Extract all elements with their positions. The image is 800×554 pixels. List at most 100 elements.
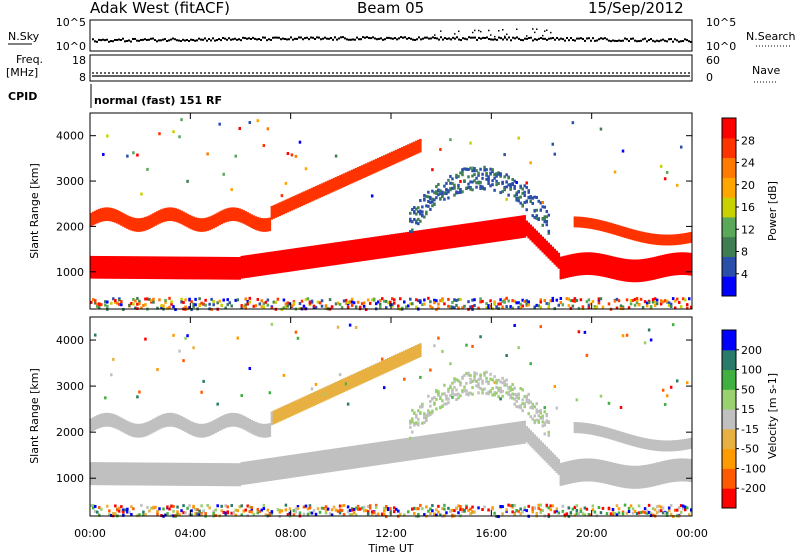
heatmap-cell (372, 236, 376, 260)
heatmap-cell (142, 510, 145, 514)
heatmap-cell (110, 256, 113, 279)
heatmap-cell (521, 215, 524, 239)
heatmap-cell (284, 455, 288, 479)
heatmap-cell (350, 513, 354, 517)
heatmap-cell (525, 220, 528, 237)
heatmap-cell (681, 507, 685, 511)
heatmap-cell (419, 435, 422, 459)
heatmap-cell (683, 438, 687, 450)
heatmap-cell (102, 413, 105, 428)
heatmap-cell (164, 256, 167, 280)
heatmap-cell (599, 253, 603, 277)
heatmap-cell (503, 187, 506, 191)
heatmap-cell (609, 462, 613, 486)
heatmap-cell (403, 300, 406, 304)
heatmap-cell (525, 426, 528, 443)
heatmap-cell (384, 154, 388, 168)
heatmap-cell (126, 507, 129, 511)
heatmap-cell (503, 217, 506, 241)
heatmap-cell (479, 427, 482, 451)
heatmap-cell (573, 513, 577, 517)
heatmap-cell (465, 504, 468, 508)
heatmap-cell (585, 300, 589, 304)
heatmap-cell (471, 222, 474, 246)
heatmap-cell (687, 232, 691, 244)
heatmap-cell (280, 250, 284, 273)
heatmap-cell (527, 504, 530, 508)
heatmap-cell (439, 227, 442, 250)
heatmap-cell (661, 440, 665, 452)
heatmap-cell (206, 152, 209, 156)
heatmap-cell (441, 399, 444, 403)
heatmap-cell (142, 303, 145, 307)
heatmap-cell (539, 409, 542, 413)
heatmap-cell (639, 437, 643, 449)
heatmap-cell (411, 430, 414, 434)
heatmap-cell (509, 217, 512, 240)
heatmap-cell (212, 303, 215, 307)
heatmap-cell (256, 217, 260, 231)
heatmap-cell (350, 445, 354, 469)
nsky-point (536, 38, 538, 41)
heatmap-cell (641, 231, 645, 243)
heatmap-cell (537, 409, 540, 413)
heatmap-cell (621, 432, 625, 444)
heatmap-cell (477, 171, 480, 175)
heatmap-cell (669, 512, 673, 516)
nsky-point (268, 38, 270, 41)
heatmap-cell (296, 453, 300, 477)
heatmap-cell (150, 419, 153, 434)
heatmap-cell (451, 177, 454, 181)
heatmap-cell (152, 297, 155, 301)
heatmap-cell (399, 438, 402, 462)
nsky-point (426, 36, 428, 39)
freq-panel (89, 54, 693, 82)
nsky-point (546, 29, 548, 31)
nsky-point (616, 40, 618, 43)
nsky-point (558, 38, 560, 41)
heatmap-cell (118, 302, 121, 306)
heatmap-cell (495, 391, 498, 395)
heatmap-cell (499, 390, 502, 394)
heatmap-cell (663, 299, 667, 303)
heatmap-cell (483, 426, 486, 450)
heatmap-cell (587, 458, 591, 482)
heatmap-cell (523, 190, 526, 194)
heatmap-cell (627, 465, 631, 489)
nsky-point (594, 39, 596, 42)
heatmap-cell (605, 512, 609, 516)
heatmap-cell (601, 506, 605, 510)
heatmap-cell (98, 506, 101, 510)
heatmap-cell (487, 425, 490, 449)
heatmap-cell (134, 462, 137, 486)
heatmap-cell (507, 503, 510, 507)
heatmap-cell (184, 462, 187, 486)
heatmap-cell (326, 507, 330, 511)
heatmap-cell (200, 511, 203, 515)
heatmap-cell (234, 513, 237, 517)
heatmap-cell (146, 462, 149, 486)
heatmap-cell (136, 296, 139, 300)
heatmap-cell (94, 504, 97, 508)
heatmap-cell (615, 463, 619, 487)
nsky-point (626, 38, 628, 41)
heatmap-cell (663, 403, 667, 407)
heatmap-cell (419, 375, 422, 379)
heatmap-cell (354, 325, 358, 329)
heatmap-cell (483, 187, 486, 191)
heatmap-cell (352, 511, 356, 515)
heatmap-cell (294, 154, 298, 158)
heatmap-cell (356, 445, 360, 469)
heatmap-cell (479, 300, 482, 304)
nsky-point (688, 40, 690, 43)
heatmap-cell (146, 421, 149, 436)
nsky-point (622, 39, 624, 42)
nsky-point (140, 38, 142, 41)
heatmap-cell (382, 512, 386, 516)
heatmap-cell (459, 189, 462, 193)
heatmap-cell (491, 386, 494, 390)
heatmap-cell (467, 428, 470, 452)
nsky-point (272, 36, 274, 39)
heatmap-cell (463, 179, 466, 183)
heatmap-cell (144, 217, 147, 231)
